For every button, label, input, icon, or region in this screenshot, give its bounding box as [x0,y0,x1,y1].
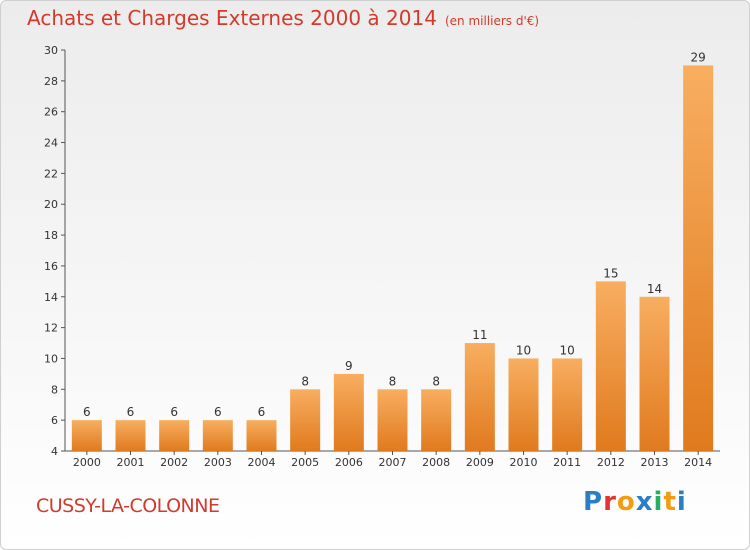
x-tick-label: 2006 [335,456,363,469]
x-tick-label: 2012 [597,456,625,469]
bar-value-label: 14 [647,282,662,296]
bar [115,420,146,451]
bar [595,281,626,451]
y-tick-label: 12 [44,322,58,335]
bar [159,420,190,451]
x-tick-label: 2008 [422,456,450,469]
logo-letter: i [653,487,664,517]
bar [333,373,364,451]
y-tick-label: 20 [44,198,58,211]
title-text: Achats et Charges Externes 2000 à 2014 [27,6,437,30]
bar [71,420,102,451]
y-tick-label: 10 [44,352,58,365]
logo-letter: o [616,487,636,517]
y-tick-label: 8 [51,383,58,396]
chart-title: Achats et Charges Externes 2000 à 2014 (e… [27,6,539,30]
bar-value-label: 10 [516,343,531,357]
logo-letter: t [663,487,677,517]
x-tick-label: 2009 [466,456,494,469]
logo-letter: i [676,487,687,517]
proxiti-logo[interactable]: Proxiti [583,487,687,517]
x-tick-label: 2001 [117,456,145,469]
y-tick-label: 16 [44,260,58,273]
x-tick-label: 2010 [510,456,538,469]
x-tick-label: 2004 [248,456,276,469]
x-tick-label: 2013 [641,456,669,469]
bar-value-label: 29 [691,50,706,64]
y-tick-label: 14 [44,291,58,304]
x-tick-label: 2000 [73,456,101,469]
bar-value-label: 9 [345,359,353,373]
bar-value-label: 8 [389,374,397,388]
y-tick-label: 4 [51,445,58,458]
bar [639,296,670,451]
logo-letter: P [583,487,604,517]
bar-value-label: 11 [472,328,487,342]
y-tick-label: 6 [51,414,58,427]
logo-letter: r [603,487,617,517]
bar-value-label: 6 [258,405,266,419]
bar-value-label: 6 [127,405,135,419]
bar-value-label: 8 [301,374,309,388]
bars [71,65,714,451]
bar [246,420,277,451]
bar-value-label: 8 [432,374,440,388]
bar [202,420,233,451]
x-tick-label: 2002 [160,456,188,469]
bar [421,389,452,451]
labels: 6 2000 6 2001 6 2002 6 2003 6 2004 8 2005 9 2006 8 2007… [73,50,712,469]
bar-value-label: 6 [214,405,222,419]
y-tick-label: 24 [44,137,58,150]
bar [683,65,714,451]
bar-value-label: 10 [560,343,575,357]
bar [377,389,408,451]
bar [552,358,583,451]
bar-value-label: 6 [83,405,91,419]
bar [508,358,539,451]
y-tick-label: 26 [44,106,58,119]
x-tick-label: 2007 [379,456,407,469]
x-tick-label: 2003 [204,456,232,469]
y-tick-label: 18 [44,229,58,242]
y-tick-label: 30 [44,44,58,57]
y-tick-label: 28 [44,75,58,88]
y-tick-label: 22 [44,167,58,180]
x-tick-label: 2014 [684,456,712,469]
title-unit: (en milliers d'€) [444,14,540,28]
bar-value-label: 15 [603,266,618,280]
x-tick-label: 2011 [553,456,581,469]
logo-letter: x [635,487,654,517]
x-tick-label: 2005 [291,456,319,469]
bar-value-label: 6 [170,405,178,419]
bar [464,343,495,451]
city-name: CUSSY-LA-COLONNE [36,495,220,517]
bar [290,389,321,451]
